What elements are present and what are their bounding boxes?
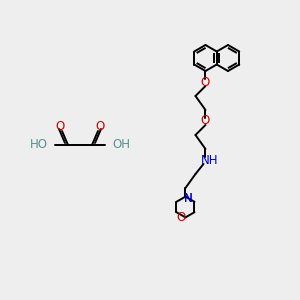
Text: O: O [201,76,210,88]
Text: OH: OH [112,139,130,152]
Text: N: N [184,193,193,206]
Text: O: O [201,115,210,128]
Text: O: O [56,121,64,134]
Text: NH: NH [201,154,218,166]
Text: N: N [184,193,193,206]
Text: HO: HO [30,139,48,152]
Text: O: O [95,121,105,134]
Text: O: O [177,211,186,224]
